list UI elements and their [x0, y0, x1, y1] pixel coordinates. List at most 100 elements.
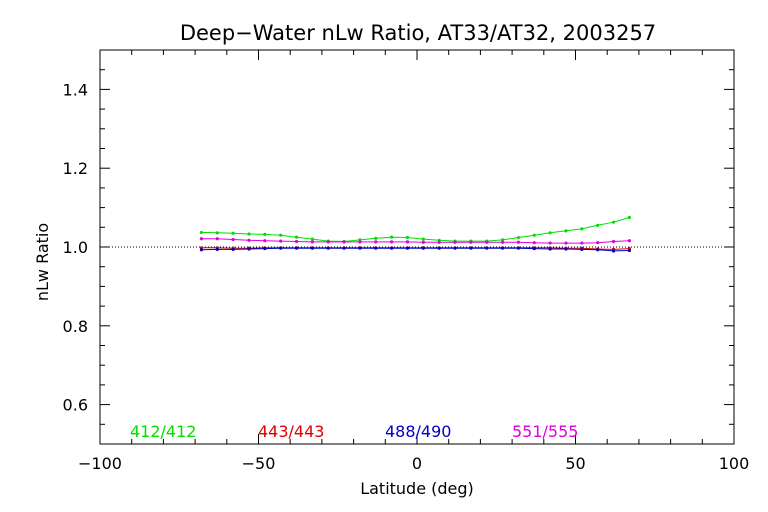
data-point: [374, 240, 378, 244]
x-tick-label: 50: [565, 454, 585, 473]
data-point: [231, 237, 235, 242]
data-point: [342, 246, 346, 250]
data-point: [390, 235, 394, 239]
data-point: [611, 239, 616, 244]
data-point: [310, 246, 314, 250]
data-point: [611, 220, 616, 224]
data-point: [199, 237, 204, 241]
data-point: [279, 233, 283, 237]
data-point: [437, 246, 441, 250]
x-axis-label: Latitude (deg): [360, 479, 474, 498]
legend: 412/412 443/443 488/490 551/555: [130, 422, 578, 441]
y-tick-label: 0.8: [63, 317, 88, 336]
data-point: [358, 246, 362, 250]
data-point: [516, 235, 521, 240]
data-point: [405, 240, 410, 244]
data-point: [279, 246, 283, 250]
data-point: [310, 240, 314, 244]
data-point: [516, 246, 521, 250]
data-point: [294, 235, 299, 239]
data-point: [580, 241, 584, 245]
data-point: [500, 240, 505, 244]
y-tick-label: 1.2: [63, 159, 88, 178]
data-point: [596, 223, 600, 227]
data-point: [564, 241, 568, 245]
data-point: [500, 238, 505, 242]
data-point: [247, 232, 251, 236]
data-point: [294, 239, 299, 244]
series-line: [201, 217, 630, 243]
data-point: [342, 240, 346, 244]
data-point: [421, 240, 425, 244]
x-tick-label: −100: [78, 454, 122, 473]
chart-title: Deep−Water nLw Ratio, AT33/AT32, 2003257: [180, 21, 656, 45]
data-point: [231, 231, 235, 235]
series-line: [201, 238, 630, 244]
data-point: [611, 249, 616, 253]
data-point: [358, 240, 362, 244]
data-point: [215, 237, 219, 241]
legend-entry: 443/443: [258, 422, 324, 441]
data-point: [231, 247, 235, 251]
data-point: [405, 235, 410, 240]
data-point: [500, 246, 505, 250]
data-point: [215, 231, 219, 235]
data-point: [485, 246, 489, 250]
data-point: [453, 240, 457, 244]
data-point: [310, 237, 314, 241]
data-point: [580, 247, 584, 251]
data-point: [532, 233, 536, 237]
data-point: [627, 239, 631, 243]
data-point: [263, 239, 267, 243]
data-point: [485, 240, 489, 244]
legend-entry: 551/555: [512, 422, 578, 441]
x-tick-label: 0: [412, 454, 422, 473]
data-point: [294, 246, 299, 250]
data-point: [199, 248, 204, 252]
data-point: [627, 215, 631, 220]
data-point: [247, 238, 251, 242]
x-tick-label: −50: [242, 454, 276, 473]
data-point: [421, 246, 425, 250]
data-point: [596, 248, 600, 252]
data-point: [421, 237, 425, 241]
data-point: [279, 239, 283, 243]
data-point: [532, 246, 536, 251]
x-tick-label: 100: [719, 454, 750, 473]
data-point: [247, 247, 251, 251]
y-axis-label: nLw Ratio: [33, 223, 52, 301]
data-point: [532, 241, 536, 245]
y-tick-label: 1.4: [63, 80, 88, 99]
data-point: [469, 240, 473, 244]
data-point: [263, 246, 267, 251]
data-point: [263, 232, 267, 236]
data-point: [374, 236, 378, 240]
x-tick-labels: −100 −50 0 50 100: [78, 454, 749, 473]
data-point: [596, 241, 600, 245]
data-point: [564, 247, 568, 251]
data-point: [437, 240, 441, 244]
y-tick-label: 0.6: [63, 396, 88, 415]
data-point: [405, 246, 410, 250]
data-point: [390, 240, 394, 244]
data-point: [548, 231, 552, 235]
data-point: [326, 246, 330, 250]
data-point: [453, 246, 457, 250]
y-tick-label: 1.0: [63, 238, 88, 257]
data-point: [516, 240, 521, 244]
data-point: [374, 246, 378, 250]
data-point: [199, 230, 204, 235]
data-point: [627, 248, 631, 253]
data-point: [548, 247, 552, 251]
legend-entry: 488/490: [385, 422, 451, 441]
data-point: [469, 246, 473, 250]
legend-entry: 412/412: [130, 422, 196, 441]
data-point: [580, 227, 584, 231]
data-point: [564, 229, 568, 233]
data-point: [390, 246, 394, 250]
series-group: [199, 215, 631, 253]
series-line: [201, 247, 630, 252]
axis-ticks: [99, 49, 735, 445]
